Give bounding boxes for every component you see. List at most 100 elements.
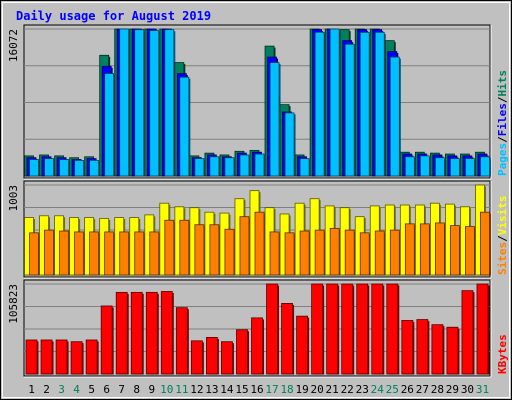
x-tick-label: 14 bbox=[220, 383, 234, 396]
bar-pages-day-20 bbox=[314, 32, 325, 177]
bar-pages-day-5 bbox=[89, 160, 100, 177]
x-tick-label: 7 bbox=[118, 383, 125, 396]
axis-label-separator: / bbox=[496, 136, 509, 143]
bar-pages-day-29 bbox=[450, 158, 460, 177]
right-axis-label: KBytes bbox=[496, 334, 509, 374]
bar-sites-day-19 bbox=[299, 230, 310, 276]
bar-kbytes-day-19 bbox=[296, 315, 308, 375]
bar-sites-day-6 bbox=[104, 231, 115, 276]
bar-sites-day-20 bbox=[314, 229, 325, 276]
bar-kbytes-day-8 bbox=[130, 291, 143, 375]
bar-sites-day-10 bbox=[164, 219, 175, 276]
bar-kbytes-day-3 bbox=[55, 339, 68, 375]
axis-label-visits: Visits bbox=[496, 196, 509, 236]
x-tick-label: 2 bbox=[43, 383, 50, 396]
bar-kbytes-day-7 bbox=[115, 291, 128, 375]
bar-pages-day-7 bbox=[119, 28, 130, 177]
bar-kbytes-day-12 bbox=[190, 340, 203, 375]
x-tick-label: 9 bbox=[148, 383, 155, 396]
bar-kbytes-day-11 bbox=[175, 307, 188, 375]
bar-pages-day-14 bbox=[224, 157, 235, 177]
x-tick-label: 15 bbox=[235, 383, 248, 396]
y-max-label: 105823 bbox=[7, 284, 20, 324]
bar-kbytes-day-29 bbox=[446, 326, 459, 375]
bar-pages-day-2 bbox=[44, 158, 54, 177]
bar-kbytes-day-9 bbox=[145, 291, 158, 375]
bar-pages-day-15 bbox=[239, 154, 250, 177]
bar-kbytes-day-20 bbox=[311, 283, 324, 375]
bar-sites-day-22 bbox=[344, 229, 355, 276]
bar-kbytes-day-30 bbox=[461, 290, 474, 375]
bar-kbytes-day-2 bbox=[40, 339, 53, 375]
bar-sites-day-1 bbox=[29, 232, 39, 276]
bar-kbytes-day-28 bbox=[431, 324, 444, 375]
bar-sites-day-29 bbox=[450, 225, 460, 276]
x-tick-label: 27 bbox=[416, 383, 429, 396]
x-tick-label: 17 bbox=[265, 383, 278, 396]
bar-pages-day-17 bbox=[269, 62, 280, 177]
bar-sites-day-2 bbox=[44, 229, 54, 276]
x-tick-label: 19 bbox=[295, 383, 308, 396]
bar-pages-day-28 bbox=[434, 157, 445, 177]
bar-kbytes-day-4 bbox=[70, 341, 83, 375]
bar-kbytes-day-27 bbox=[416, 319, 429, 375]
bar-kbytes-day-23 bbox=[356, 283, 369, 375]
x-tick-label: 20 bbox=[311, 383, 324, 396]
bar-pages-day-21 bbox=[329, 28, 340, 177]
bar-kbytes-day-10 bbox=[160, 291, 173, 375]
y-max-label: 16072 bbox=[7, 29, 20, 62]
bar-sites-day-21 bbox=[329, 227, 340, 276]
y-max-label: 1003 bbox=[7, 185, 20, 212]
bar-pages-day-27 bbox=[419, 155, 430, 177]
x-tick-label: 3 bbox=[58, 383, 65, 396]
bar-kbytes-day-13 bbox=[206, 337, 218, 375]
bar-pages-day-16 bbox=[254, 153, 265, 177]
bar-kbytes-day-6 bbox=[100, 305, 113, 375]
bar-sites-day-31 bbox=[480, 211, 490, 276]
bar-pages-day-23 bbox=[359, 32, 370, 177]
panel-kbytes: 105823 KBytes bbox=[7, 279, 509, 378]
bar-pages-day-25 bbox=[389, 56, 400, 177]
bar-kbytes-day-31 bbox=[476, 283, 489, 375]
bar-kbytes-day-22 bbox=[341, 283, 354, 375]
axis-label-kbytes: KBytes bbox=[496, 334, 509, 374]
bar-kbytes-day-5 bbox=[85, 339, 98, 375]
bar-sites-day-16 bbox=[254, 211, 265, 276]
axis-label-separator: / bbox=[496, 96, 509, 103]
bar-pages-day-1 bbox=[29, 159, 39, 177]
axis-label-pages: Pages bbox=[496, 143, 509, 176]
x-tick-label: 18 bbox=[280, 383, 293, 396]
bar-sites-day-5 bbox=[89, 231, 100, 276]
x-tick-label: 10 bbox=[160, 383, 173, 396]
x-tick-label: 31 bbox=[476, 383, 489, 396]
bar-sites-day-9 bbox=[149, 231, 160, 276]
bar-sites-day-13 bbox=[209, 224, 220, 276]
bar-pages-day-9 bbox=[149, 30, 160, 177]
bar-sites-day-26 bbox=[404, 223, 415, 276]
bar-kbytes-day-21 bbox=[326, 283, 339, 375]
x-tick-label: 30 bbox=[461, 383, 474, 396]
x-tick-label: 16 bbox=[250, 383, 263, 396]
x-tick-label: 5 bbox=[88, 383, 95, 396]
x-tick-label: 21 bbox=[326, 383, 339, 396]
bar-kbytes-day-17 bbox=[266, 283, 278, 375]
bar-pages-day-26 bbox=[404, 156, 415, 177]
bar-sites-day-14 bbox=[224, 228, 235, 276]
bar-sites-day-24 bbox=[374, 230, 385, 276]
bar-sites-day-15 bbox=[239, 216, 250, 276]
bar-kbytes-day-16 bbox=[251, 317, 263, 375]
bar-sites-day-30 bbox=[465, 226, 475, 276]
bar-sites-day-18 bbox=[284, 232, 295, 276]
axis-label-files: Files bbox=[496, 103, 509, 136]
x-tick-label: 26 bbox=[401, 383, 414, 396]
x-tick-label: 24 bbox=[371, 383, 385, 396]
bar-sites-day-23 bbox=[359, 232, 370, 276]
bar-sites-day-27 bbox=[419, 223, 430, 276]
x-axis-labels: 1 2 3 4 5 6 7 8 9 10 11 12 13 14 15 16 17 18 19 20 21 22 23 24 2… bbox=[28, 383, 489, 396]
x-tick-label: 22 bbox=[341, 383, 354, 396]
bar-pages-day-11 bbox=[179, 76, 190, 177]
x-tick-label: 23 bbox=[356, 383, 369, 396]
